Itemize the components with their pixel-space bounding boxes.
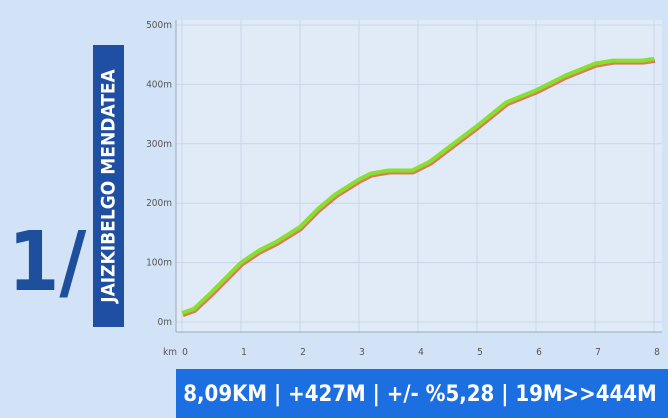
x-tick-label: 1 [241, 347, 247, 358]
y-tick-label: 300m [146, 139, 172, 150]
x-tick-label: 6 [536, 347, 542, 358]
x-tick-label: 7 [595, 347, 601, 358]
y-tick-label: 100m [146, 258, 172, 269]
x-tick-label: 2 [300, 347, 306, 358]
y-tick-label: 500m [146, 20, 172, 31]
y-tick-label: 200m [146, 198, 172, 209]
x-tick-label: 3 [359, 347, 365, 358]
x-tick-label: 0 [182, 347, 188, 358]
x-axis-label: km [163, 347, 177, 358]
y-tick-label: 400m [146, 79, 172, 90]
x-tick-label: 5 [477, 347, 483, 358]
summary: 8,09KM | +427M | +/- %5,28 | 19M>>444M [183, 382, 657, 407]
x-tick-label: 4 [418, 347, 424, 358]
summary-bar [176, 369, 668, 418]
stage-number: 1/ [8, 215, 86, 310]
chart-title: JAIZKIBELGO MENDATEA [98, 68, 120, 303]
y-tick-label: 0m [158, 317, 173, 328]
line [181, 56, 655, 315]
title-banner [93, 45, 124, 327]
x-tick-label: 8 [654, 347, 660, 358]
